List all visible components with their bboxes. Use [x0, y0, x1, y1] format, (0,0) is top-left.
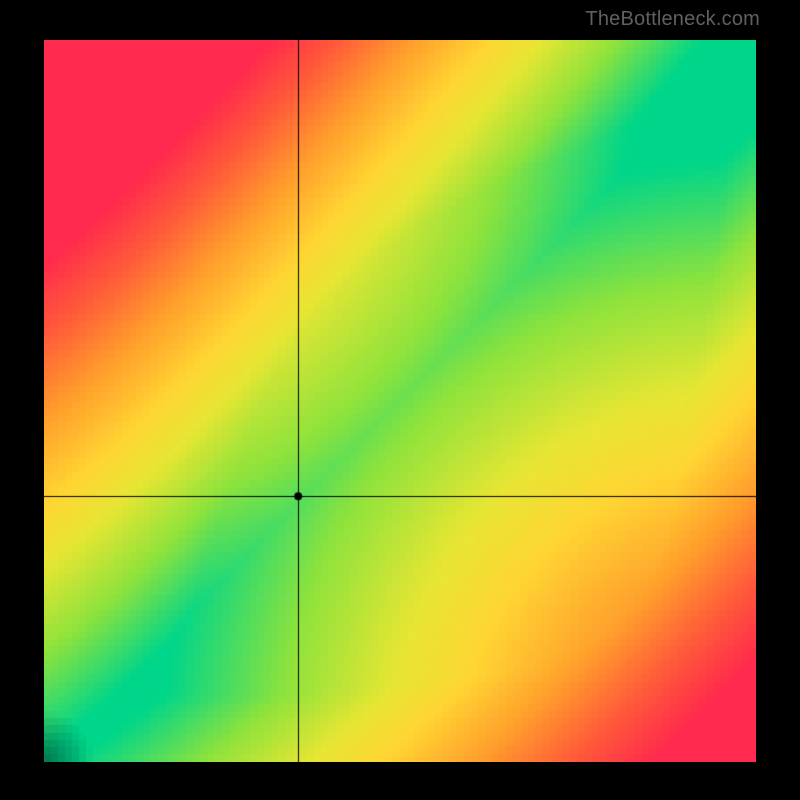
root-container: { "watermark": { "text": "TheBottleneck.… — [0, 0, 800, 800]
watermark-text: TheBottleneck.com — [585, 8, 760, 31]
bottleneck-heatmap — [44, 40, 756, 762]
